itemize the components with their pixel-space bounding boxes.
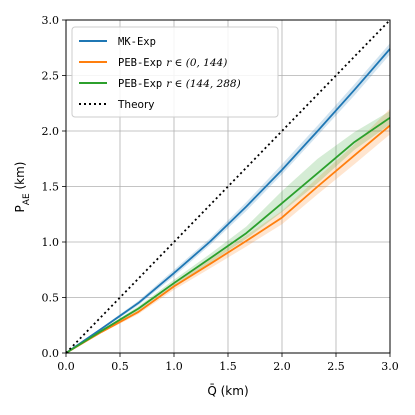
x-axis-label: Q̄ (km) (207, 384, 248, 398)
legend-label-peb-exp-1-range: r ∈ (0, 144) (166, 57, 227, 69)
y-tick-label: 2.0 (42, 125, 60, 138)
y-tick-label: 0.5 (42, 292, 60, 305)
legend-box (71, 26, 279, 118)
series-line-mk-exp (65, 48, 391, 354)
legend-label-theory: Theory (117, 99, 154, 111)
series-line-peb-exp-0-144 (65, 124, 391, 354)
legend-label-peb-exp-1-name: PEB-Exp (118, 57, 162, 69)
x-tick-label: 2.5 (327, 360, 345, 373)
legend-label-mk-exp: MK-Exp (118, 36, 156, 48)
y-axis-ticks: 0.0 0.5 1.0 1.5 2.0 2.5 3.0 (42, 14, 66, 360)
x-tick-label: 2.0 (273, 360, 291, 373)
legend-label-peb-exp-2-name: PEB-Exp (118, 78, 162, 90)
legend-label-peb-exp-1: PEB-Exp r ∈ (0, 144) (118, 57, 227, 69)
x-tick-label: 0.0 (57, 360, 75, 373)
y-axis-label-sub: AE (22, 193, 32, 205)
legend-label-peb-exp-2: PEB-Exp r ∈ (144, 288) (118, 78, 241, 90)
x-tick-label: 1.5 (219, 360, 237, 373)
legend-label-peb-exp-2-range: r ∈ (144, 288) (166, 78, 240, 90)
y-tick-label: 1.0 (42, 236, 60, 249)
series-lines (65, 19, 391, 354)
band-peb-exp-144-288 (66, 111, 390, 354)
legend: MK-Exp PEB-Exp r ∈ (0, 144) PEB-Exp r ∈ (1… (71, 26, 279, 118)
y-tick-label: 2.5 (42, 70, 60, 83)
y-tick-label: 0.0 (42, 347, 60, 360)
x-tick-label: 0.5 (111, 360, 129, 373)
series-line-peb-exp-144-288 (65, 116, 391, 354)
y-tick-label: 3.0 (42, 14, 60, 27)
x-tick-label: 1.0 (165, 360, 183, 373)
x-tick-label: 3.0 (381, 360, 399, 373)
y-axis-label: PAE (km) (13, 162, 32, 213)
y-axis-label-main: P (13, 205, 27, 212)
y-tick-label: 1.5 (42, 181, 60, 194)
y-axis-label-unit: (km) (13, 162, 27, 194)
x-axis-ticks: 0.0 0.5 1.0 1.5 2.0 2.5 3.0 (57, 353, 399, 373)
confidence-bands (66, 43, 390, 354)
